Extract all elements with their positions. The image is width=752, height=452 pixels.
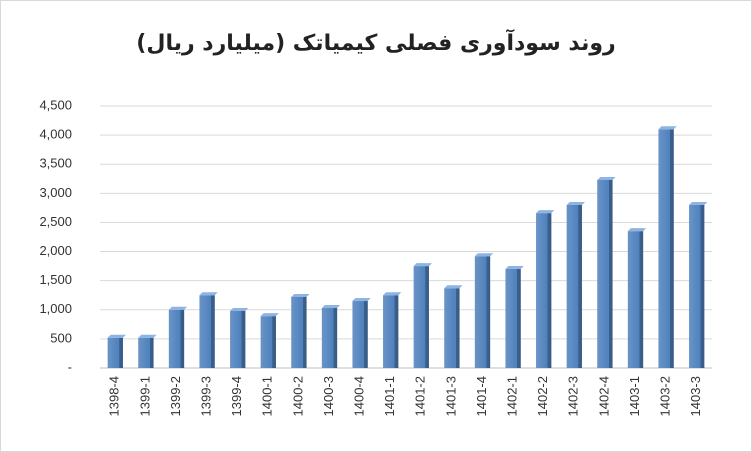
bar-top <box>536 210 555 214</box>
bar-top <box>597 176 616 180</box>
y-tick-label: 500 <box>50 330 72 345</box>
x-tick-label: 1398-4 <box>107 376 122 416</box>
bar-top <box>260 313 279 317</box>
bar-shade <box>260 316 276 368</box>
x-tick-label: 1401-3 <box>443 376 458 416</box>
x-tick-label: 1400-2 <box>290 376 305 416</box>
y-tick-label: 4,500 <box>39 97 72 112</box>
bar-shade <box>107 337 123 368</box>
x-tick-label: 1399-4 <box>229 376 244 416</box>
bar-shade <box>444 288 460 368</box>
y-tick-label: 2,500 <box>39 214 72 229</box>
bar-top <box>627 228 647 232</box>
x-tick-label: 1402-2 <box>535 376 550 416</box>
bar-shade <box>505 269 521 368</box>
y-tick-label: - <box>68 359 72 374</box>
x-tick-label: 1399-3 <box>199 376 214 416</box>
x-tick-label: 1403-3 <box>688 376 703 416</box>
bar-top <box>474 253 494 257</box>
bar-shade <box>138 337 154 368</box>
bar-shade <box>536 213 552 368</box>
bar-top <box>138 334 157 338</box>
x-tick-label: 1402-3 <box>566 376 581 416</box>
x-tick-label: 1400-1 <box>260 376 275 416</box>
x-tick-label: 1403-2 <box>658 376 673 416</box>
bar-shade <box>291 296 307 368</box>
bar-top <box>413 263 432 267</box>
x-tick-label: 1401-1 <box>382 376 397 416</box>
bar-shade <box>413 266 429 368</box>
bar-shade <box>689 204 705 368</box>
bar-shade <box>168 309 185 368</box>
bar-top <box>199 292 218 296</box>
bar-top <box>689 201 708 205</box>
bar-shade <box>383 295 399 368</box>
bar-shade <box>597 179 613 368</box>
bar-shade <box>474 256 491 368</box>
y-tick-label: 1,500 <box>39 272 72 287</box>
y-tick-label: 3,000 <box>39 185 72 200</box>
bar-top <box>291 293 310 297</box>
bar-top <box>230 307 249 311</box>
bar-shade <box>230 310 246 368</box>
bar-shade <box>566 204 582 368</box>
x-tick-label: 1399-2 <box>168 376 183 416</box>
bar-top <box>658 126 677 130</box>
x-tick-label: 1403-1 <box>627 376 642 416</box>
bar-top <box>505 266 524 270</box>
y-tick-label: 2,000 <box>39 243 72 258</box>
bar-top <box>352 298 371 302</box>
y-tick-label: 3,500 <box>39 156 72 171</box>
bar-top <box>566 201 585 205</box>
bar-shade <box>627 231 644 368</box>
x-tick-label: 1401-4 <box>474 376 489 416</box>
bar-top <box>383 292 402 296</box>
x-tick-label: 1399-1 <box>137 376 152 416</box>
x-tick-label: 1402-4 <box>596 376 611 416</box>
bar-shade <box>352 301 368 368</box>
y-tick-label: 1,000 <box>39 301 72 316</box>
bar-shade <box>321 308 338 368</box>
x-tick-label: 1400-4 <box>352 376 367 416</box>
bar-shade <box>658 129 674 368</box>
chart-title: روند سودآوری فصلی کیمیاتک (میلیارد ریال) <box>136 28 615 56</box>
y-tick-label: 4,000 <box>39 127 72 142</box>
x-tick-label: 1401-2 <box>413 376 428 416</box>
bar-top <box>168 306 188 310</box>
bar-top <box>321 305 341 309</box>
bar-top <box>444 285 463 289</box>
x-tick-label: 1402-1 <box>505 376 520 416</box>
bar-top <box>107 334 126 338</box>
bar-shade <box>199 295 215 368</box>
x-tick-label: 1400-3 <box>321 376 336 416</box>
